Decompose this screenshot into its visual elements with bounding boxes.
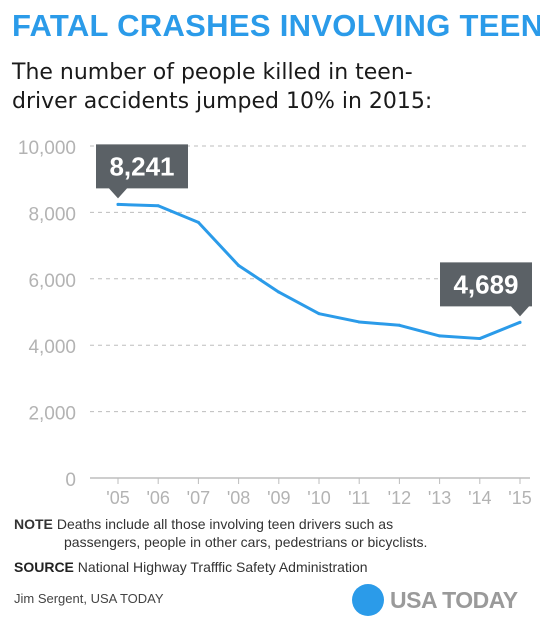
- data-point: [357, 320, 361, 324]
- source: SOURCE National Highway Trafffic Safety …: [14, 558, 368, 576]
- y-tick-label: 10,000: [18, 138, 76, 159]
- subtitle-line-1: The number of people killed in teen-: [12, 60, 413, 85]
- x-tick-label: '14: [468, 488, 491, 508]
- x-tick-label: '12: [388, 488, 411, 508]
- callout-label: 4,689: [453, 269, 518, 299]
- y-tick-label: 0: [65, 470, 76, 491]
- y-tick-label: 4,000: [28, 337, 76, 358]
- source-text: National Highway Trafffic Safety Adminis…: [77, 559, 368, 575]
- x-tick-label: '09: [267, 488, 290, 508]
- data-point: [277, 290, 281, 294]
- y-tick-label: 8,000: [28, 204, 76, 225]
- data-point: [237, 264, 241, 268]
- logo-text: USA TODAY: [390, 586, 518, 613]
- data-point: [478, 337, 482, 341]
- note-label: NOTE: [14, 516, 53, 532]
- callout-label: 8,241: [109, 151, 174, 181]
- x-tick-label: '06: [146, 488, 169, 508]
- x-tick-label: '13: [428, 488, 451, 508]
- x-tick-label: '10: [307, 488, 330, 508]
- x-tick-label: '07: [187, 488, 210, 508]
- note: NOTE Deaths include all those involving t…: [14, 515, 454, 551]
- chart-title: FATAL CRASHES INVOLVING TEENS: [12, 8, 540, 43]
- data-point: [317, 312, 321, 316]
- subtitle-line-2: driver accidents jumped 10% in 2015:: [12, 89, 433, 114]
- x-tick-label: '08: [227, 488, 250, 508]
- logo-dot-icon: [352, 584, 384, 616]
- chart-subtitle: The number of people killed in teen- dri…: [12, 58, 532, 116]
- data-point: [518, 320, 522, 324]
- callout-box: [440, 262, 532, 317]
- note-text-line-1: Deaths include all those involving teen …: [56, 516, 394, 532]
- y-tick-label: 6,000: [28, 271, 76, 292]
- note-text-line-2: passengers, people in other cars, pedest…: [64, 534, 428, 550]
- y-tick-label: 2,000: [28, 404, 76, 425]
- x-tick-label: '15: [508, 488, 531, 508]
- data-point: [397, 323, 401, 327]
- callout-box: [96, 144, 188, 199]
- source-label: SOURCE: [14, 559, 74, 575]
- data-point: [196, 220, 200, 224]
- data-point: [156, 204, 160, 208]
- line-chart: 0 2,000 4,000 6,000 8,000 10,000 '05 '06 '07 '08 '…: [18, 138, 532, 508]
- credit: Jim Sergent, USA TODAY: [14, 591, 164, 606]
- x-tick-label: '05: [106, 488, 129, 508]
- usa-today-logo: USA TODAY: [352, 584, 518, 616]
- x-tick-label: '11: [348, 488, 370, 508]
- data-point: [438, 334, 442, 338]
- data-point: [116, 202, 120, 206]
